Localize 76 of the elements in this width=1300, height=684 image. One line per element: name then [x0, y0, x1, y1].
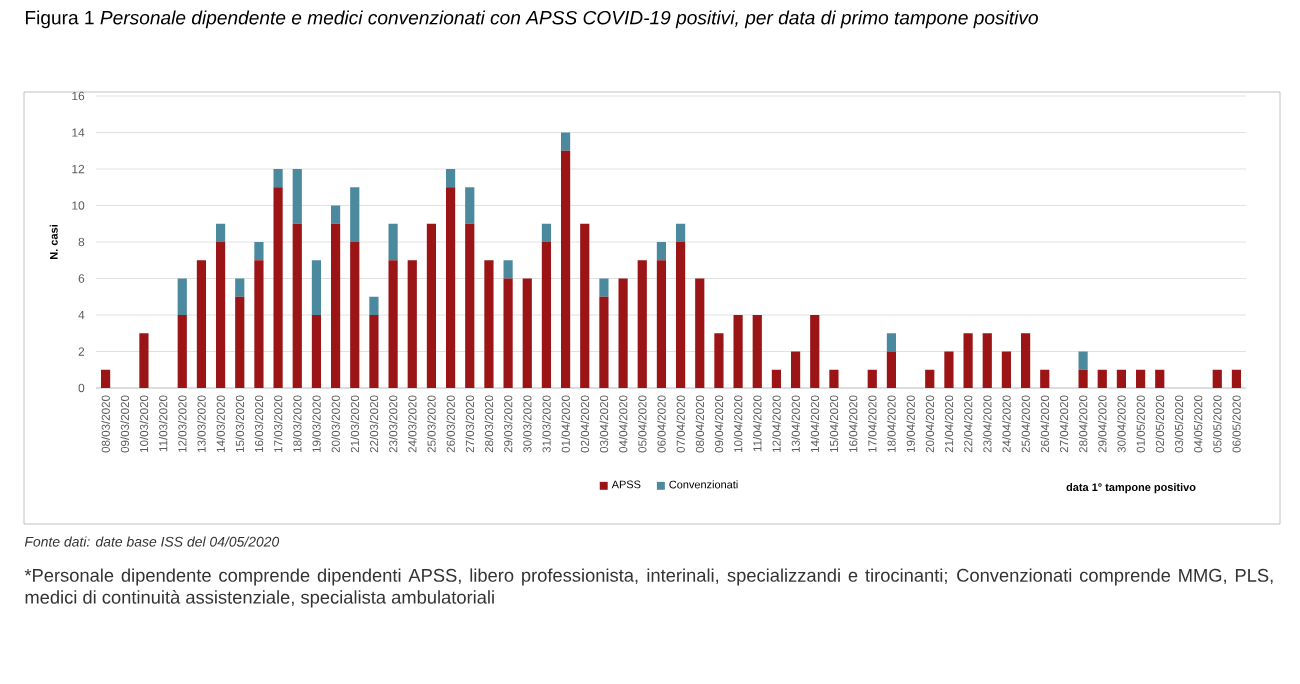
- bar: [599, 296, 609, 388]
- bar: [599, 278, 609, 297]
- bar: [100, 369, 111, 388]
- bar: [254, 260, 264, 388]
- bar: [254, 242, 264, 261]
- bar: [618, 278, 628, 388]
- bar: [311, 315, 322, 388]
- bar: [695, 278, 705, 388]
- bar: [407, 260, 417, 388]
- bar: [580, 223, 590, 388]
- bar: [637, 260, 647, 388]
- bar: [235, 278, 245, 297]
- bar: [426, 223, 437, 388]
- bar: [560, 132, 571, 151]
- bar: [733, 315, 743, 388]
- bar: [656, 242, 667, 261]
- bar: [215, 242, 226, 388]
- bar: [886, 351, 897, 388]
- bar: [771, 369, 782, 388]
- bar: [790, 351, 801, 388]
- bar: [177, 278, 187, 315]
- bar: [503, 260, 513, 279]
- bar: [273, 169, 283, 188]
- bar: [1097, 369, 1107, 388]
- bar: [1116, 369, 1127, 388]
- bar: [139, 333, 149, 388]
- bar: [292, 223, 302, 388]
- text: *Personale dipendente comprende dipendenti APSS, libero professionista, interinali, specializzandi e tirocinanti; Convenzionati comprende MMG, PLS, medici di continuità assistenziale, specialista ambulatoriali: [24, 568, 1273, 608]
- bar: [944, 351, 954, 388]
- bar: [350, 187, 360, 242]
- bar: [867, 369, 877, 388]
- bar: [829, 369, 839, 388]
- bar: [177, 315, 187, 388]
- bar: [656, 260, 667, 388]
- chart-title: Figura 1 Personale dipendente e medici convenzionati con APSS COVID-19 positivi, per data di primo tampone positivo: [25, 10, 1038, 29]
- bar: [369, 296, 379, 315]
- bar: [810, 315, 820, 388]
- bar: [388, 223, 398, 261]
- bar: [675, 242, 686, 388]
- bar: [369, 315, 379, 388]
- bar: [445, 187, 456, 388]
- bar: [465, 223, 475, 388]
- bar: [1212, 369, 1222, 388]
- bar: [235, 296, 245, 388]
- bar: [1078, 351, 1088, 370]
- bar: [982, 333, 992, 388]
- bar: [1020, 333, 1031, 388]
- bar: [484, 260, 494, 388]
- bar: [196, 260, 207, 388]
- bar: [752, 315, 762, 388]
- bar: [445, 169, 456, 188]
- bar: [1231, 369, 1242, 388]
- bar: [330, 205, 341, 224]
- bar: [963, 333, 973, 388]
- bar: [330, 223, 341, 388]
- bar: [215, 223, 226, 242]
- bar: [1001, 351, 1012, 388]
- bar: [1135, 369, 1146, 388]
- bar: [1078, 369, 1088, 388]
- bar: [522, 278, 532, 388]
- bar: [388, 260, 398, 388]
- bar: [350, 242, 360, 388]
- bar: [1155, 369, 1165, 388]
- bar: [292, 169, 302, 224]
- bar: [560, 150, 571, 388]
- bar: [1040, 369, 1050, 388]
- bar: [714, 333, 724, 388]
- bar: [503, 278, 513, 388]
- bar: [541, 242, 552, 388]
- bar: [675, 223, 686, 242]
- bar: [311, 260, 322, 315]
- bar: [886, 333, 897, 352]
- bar: [925, 369, 935, 388]
- bar: [273, 187, 283, 388]
- bar: [541, 223, 552, 242]
- bar: [465, 187, 475, 224]
